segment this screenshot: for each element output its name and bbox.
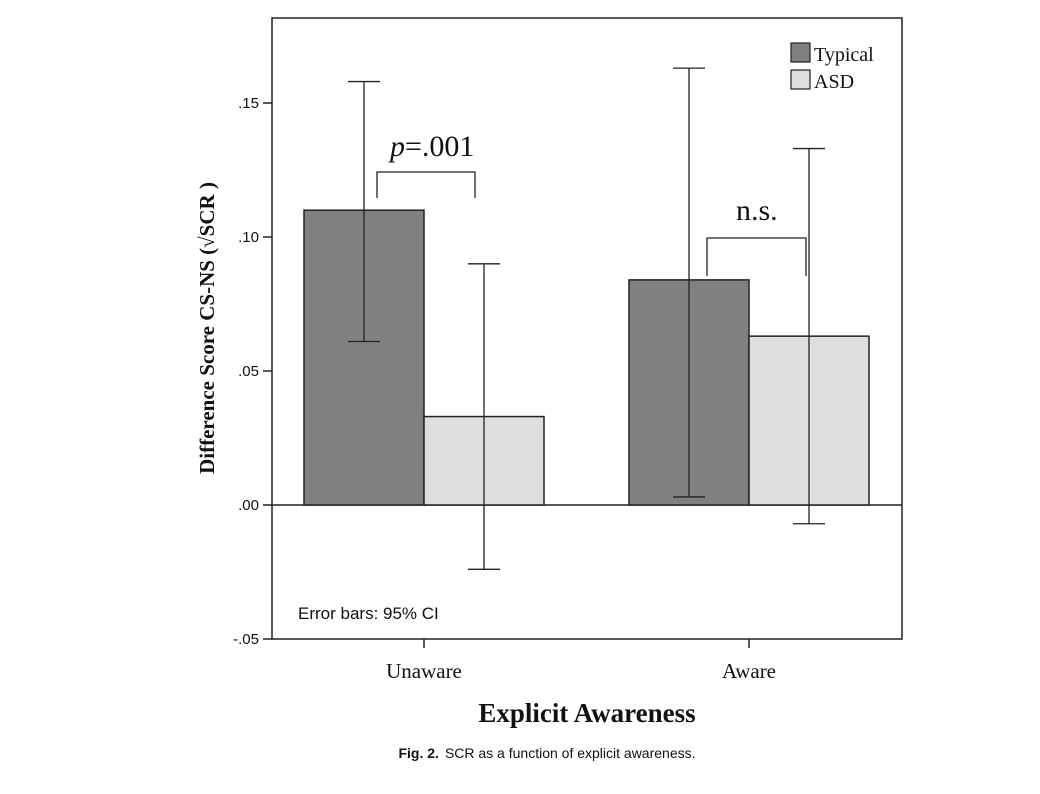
y-axis-title: Difference Score CS-NS (√SCR ) <box>195 182 219 474</box>
x-axis: Unaware Aware <box>386 639 776 683</box>
bar-chart: -.05 .00 .05 .10 .15 Unaware Aware p=.001 n.s… <box>195 17 903 728</box>
aware-sig-label: n.s. <box>736 194 778 227</box>
unaware-sig-label: p=.001 <box>388 130 474 163</box>
aware-sig-bracket <box>706 237 807 276</box>
x-axis-title: Explicit Awareness <box>478 698 695 728</box>
error-bar-note: Error bars: 95% CI <box>298 604 439 623</box>
caption-label: Fig. 2. <box>398 745 439 761</box>
legend: Typical ASD <box>790 42 874 93</box>
y-axis: -.05 .00 .05 .10 .15 <box>233 95 272 648</box>
legend-label-typical: Typical <box>814 44 874 66</box>
sig-p-value: =.001 <box>405 130 474 163</box>
figure-caption: Fig. 2. SCR as a function of explicit awa… <box>0 745 1040 761</box>
legend-swatch-asd <box>790 69 811 90</box>
plot-frame <box>271 17 903 640</box>
error-bars-layer <box>348 67 825 570</box>
legend-label-asd: ASD <box>814 71 854 93</box>
caption-text: SCR as a function of explicit awareness. <box>444 745 696 761</box>
legend-swatch-typical <box>790 42 811 63</box>
x-tick-label-aware: Aware <box>722 659 776 683</box>
y-tick-label: .00 <box>238 497 259 514</box>
unaware-sig-bracket <box>376 171 476 198</box>
y-tick-label: .05 <box>238 363 259 380</box>
y-tick-label: .15 <box>238 95 259 112</box>
y-tick-label: .10 <box>238 229 259 246</box>
bars-layer <box>303 209 870 506</box>
sig-p-italic: p <box>388 130 405 163</box>
x-tick-label-unaware: Unaware <box>386 659 462 683</box>
y-tick-label: -.05 <box>233 631 259 648</box>
